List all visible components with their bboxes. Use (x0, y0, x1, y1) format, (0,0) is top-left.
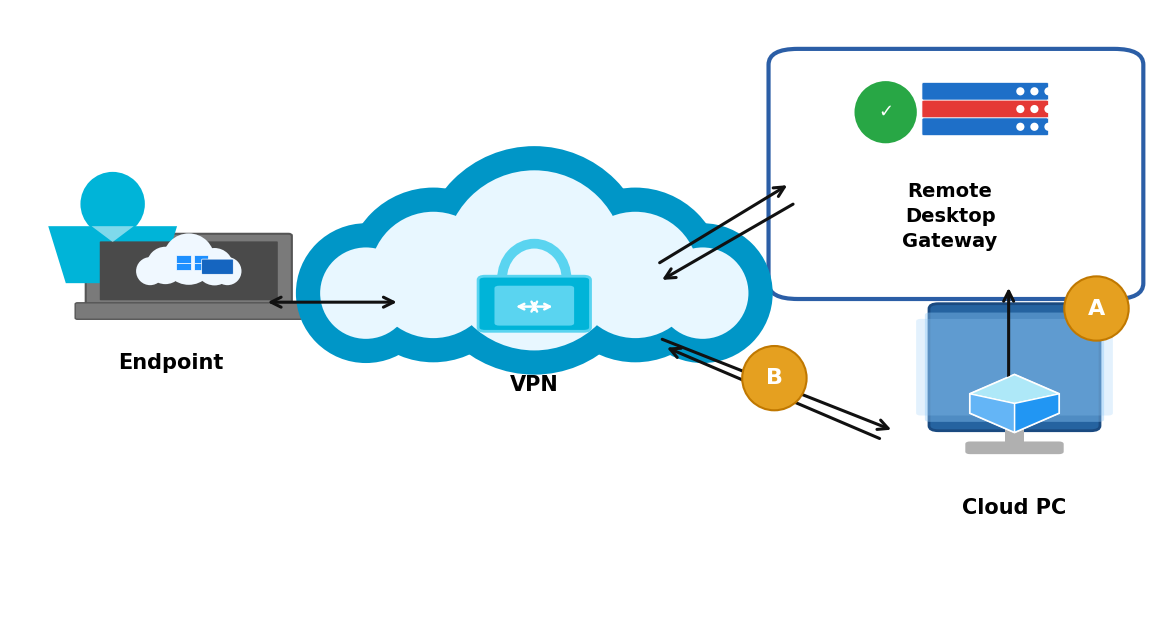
FancyBboxPatch shape (922, 83, 1048, 100)
Ellipse shape (1065, 277, 1128, 341)
Ellipse shape (633, 223, 772, 363)
Ellipse shape (1017, 87, 1025, 95)
FancyBboxPatch shape (769, 49, 1143, 299)
Polygon shape (92, 226, 134, 242)
Ellipse shape (657, 247, 749, 339)
Bar (1005, 424, 1024, 446)
Bar (194, 263, 208, 270)
Polygon shape (48, 226, 177, 283)
Ellipse shape (853, 80, 918, 144)
Ellipse shape (345, 188, 521, 363)
FancyBboxPatch shape (75, 303, 303, 319)
FancyBboxPatch shape (965, 441, 1064, 454)
Polygon shape (970, 375, 1059, 432)
Ellipse shape (572, 212, 699, 338)
Ellipse shape (214, 257, 242, 285)
Bar (194, 255, 208, 263)
FancyBboxPatch shape (922, 100, 1048, 118)
Text: Cloud PC: Cloud PC (963, 499, 1067, 518)
Ellipse shape (1017, 123, 1025, 131)
Ellipse shape (1017, 105, 1025, 113)
Ellipse shape (548, 188, 723, 363)
Ellipse shape (1045, 87, 1053, 95)
Ellipse shape (1031, 87, 1039, 95)
Ellipse shape (370, 212, 497, 338)
Ellipse shape (296, 223, 436, 363)
FancyBboxPatch shape (142, 268, 236, 278)
Bar (176, 263, 190, 270)
Text: B: B (765, 368, 783, 388)
Ellipse shape (196, 248, 234, 286)
FancyBboxPatch shape (86, 234, 292, 307)
Ellipse shape (136, 257, 164, 285)
FancyBboxPatch shape (325, 282, 743, 322)
Text: Remote
Desktop
Gateway: Remote Desktop Gateway (903, 182, 998, 251)
FancyBboxPatch shape (925, 312, 1104, 422)
Ellipse shape (742, 346, 807, 410)
FancyBboxPatch shape (202, 259, 234, 274)
Ellipse shape (81, 172, 144, 236)
Text: VPN: VPN (510, 375, 559, 395)
Text: A: A (1088, 298, 1105, 319)
Ellipse shape (1045, 123, 1053, 131)
FancyBboxPatch shape (100, 242, 278, 300)
Polygon shape (970, 375, 1059, 403)
Ellipse shape (1031, 105, 1039, 113)
FancyBboxPatch shape (350, 275, 718, 319)
Polygon shape (1014, 394, 1059, 432)
Polygon shape (970, 394, 1014, 432)
Ellipse shape (444, 170, 625, 350)
Ellipse shape (1031, 123, 1039, 131)
Ellipse shape (147, 247, 184, 284)
Ellipse shape (321, 247, 412, 339)
Ellipse shape (420, 146, 649, 375)
FancyBboxPatch shape (929, 304, 1100, 431)
Bar (176, 255, 190, 263)
FancyBboxPatch shape (916, 319, 1113, 415)
Ellipse shape (1045, 105, 1053, 113)
FancyBboxPatch shape (494, 286, 574, 326)
Text: Endpoint: Endpoint (119, 353, 224, 373)
Text: ✓: ✓ (878, 103, 893, 121)
FancyBboxPatch shape (922, 118, 1048, 135)
FancyBboxPatch shape (478, 276, 591, 331)
Ellipse shape (163, 233, 215, 285)
